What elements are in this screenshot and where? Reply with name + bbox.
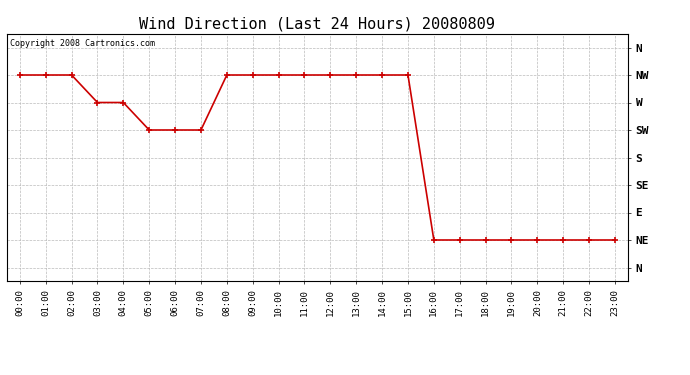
Text: Copyright 2008 Cartronics.com: Copyright 2008 Cartronics.com [10, 39, 155, 48]
Title: Wind Direction (Last 24 Hours) 20080809: Wind Direction (Last 24 Hours) 20080809 [139, 16, 495, 31]
